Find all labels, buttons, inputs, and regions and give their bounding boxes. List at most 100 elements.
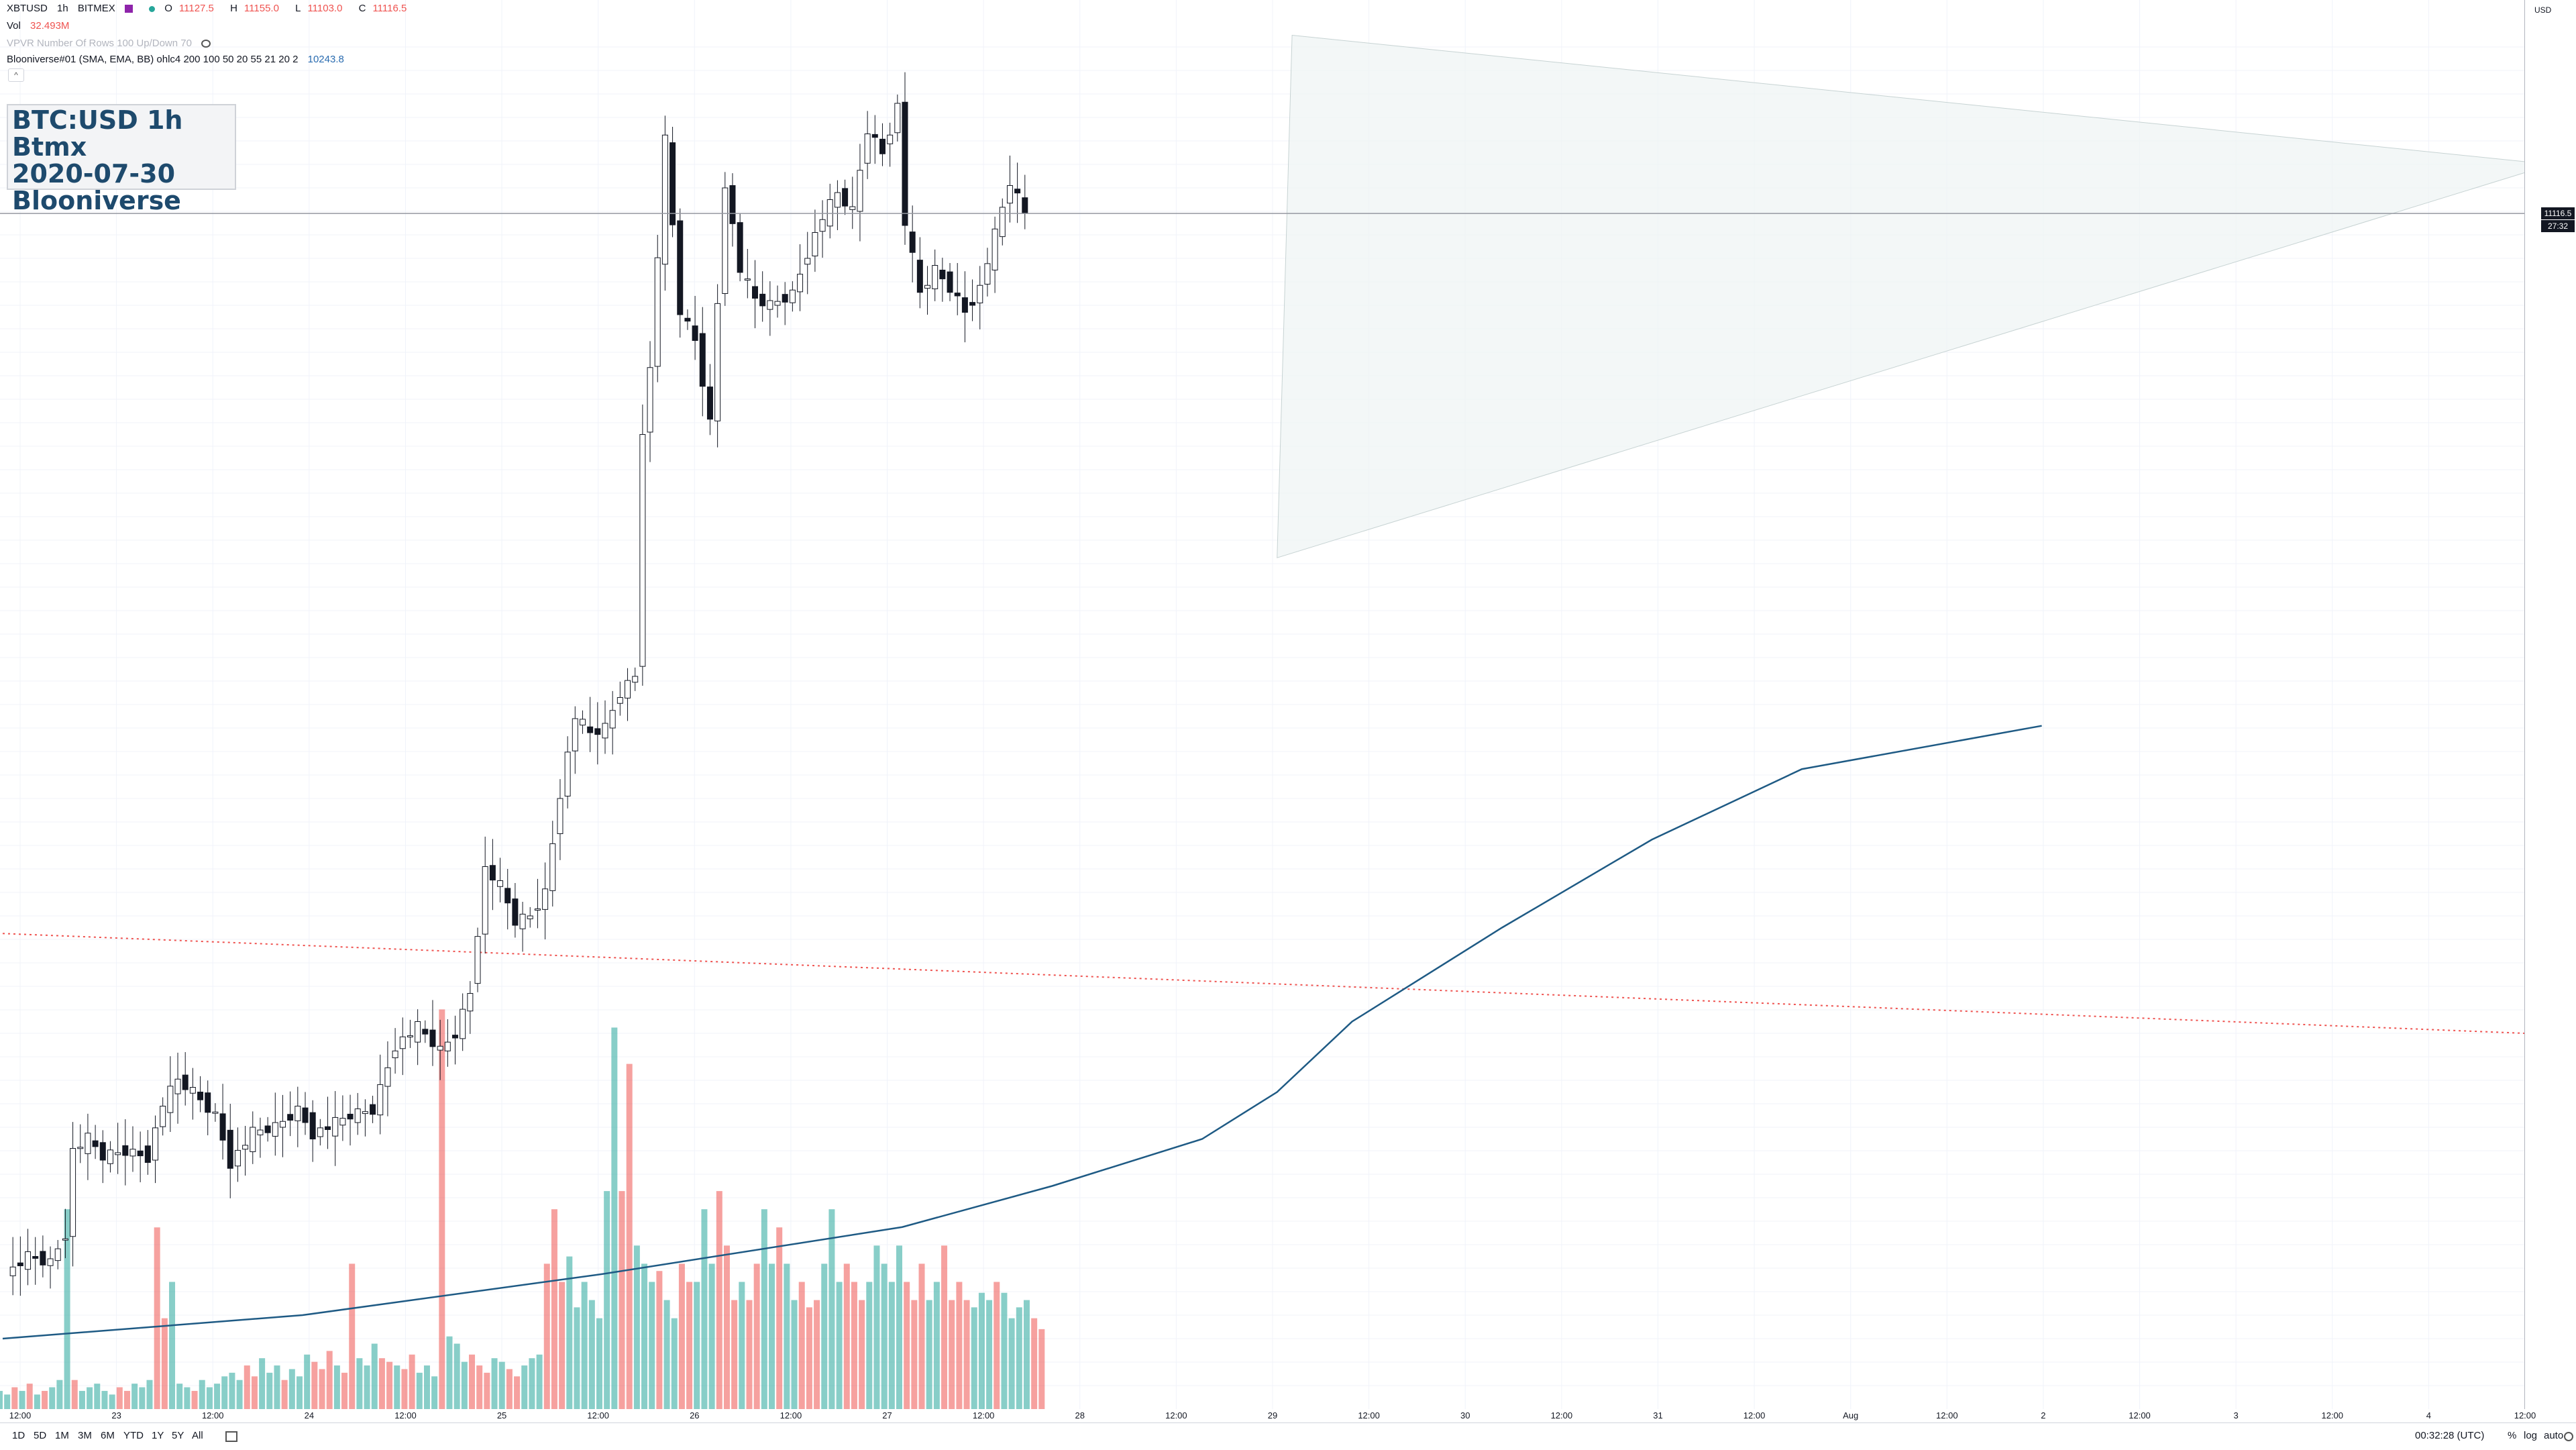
auto-toggle[interactable]: auto [2544,1430,2564,1441]
settings-gear-icon[interactable] [2564,1432,2573,1441]
collapse-legend-button[interactable]: ^ [8,68,24,82]
range-1d-button[interactable]: 1D [12,1430,25,1441]
symbol-name[interactable]: XBTUSD [7,3,48,14]
percent-toggle[interactable]: % [2508,1430,2517,1441]
volume-bar [42,1390,48,1409]
volume-bar [319,1369,325,1409]
candle-body [332,1117,339,1137]
volume-bar [453,1343,460,1409]
volume-bar [288,1369,295,1409]
range-6m-button[interactable]: 6M [101,1430,115,1441]
candle-body [939,270,946,280]
range-5d-button[interactable]: 5D [34,1430,47,1441]
candle-body [242,1145,249,1150]
dotted-trend-line [2,933,2526,1034]
candle-body [85,1133,91,1154]
volume-bar [641,1263,648,1409]
volume-bar [4,1394,11,1409]
range-all-button[interactable]: All [192,1430,203,1441]
time-tick-label: 12:00 [1358,1410,1380,1420]
volume-bar [933,1282,940,1409]
volume-bar [941,1245,948,1409]
volume-bar [888,1282,895,1409]
volume-bar [559,1282,566,1409]
volume-bar [214,1384,221,1409]
candle-body [137,1150,144,1157]
range-3m-button[interactable]: 3M [78,1430,92,1441]
candle-body [632,676,639,683]
time-tick-label: 12:00 [1936,1410,1958,1420]
bottom-toolbar: 1D 5D 1M 3M 6M YTD 1Y 5Y All 00:32:28 (U… [0,1422,2576,1450]
time-tick-label: 4 [2426,1410,2431,1420]
utc-clock[interactable]: 00:32:28 (UTC) [2415,1430,2485,1441]
time-tick-label: 12:00 [394,1410,417,1420]
candle-body [429,1029,436,1047]
volume-bar [918,1263,925,1409]
volume-bar [169,1282,176,1409]
volume-bar [154,1227,160,1409]
volume-bar [446,1336,453,1409]
candle-body [1014,189,1021,194]
volume-bar [611,1027,618,1409]
range-1m-button[interactable]: 1M [55,1430,69,1441]
range-ytd-button[interactable]: YTD [123,1430,144,1441]
candle-body [759,293,766,307]
candle-body [587,726,594,733]
volume-bar [581,1282,588,1409]
candle-body [279,1121,286,1128]
eye-icon[interactable] [201,40,211,48]
candle-body [714,303,721,421]
volume-bar [326,1351,333,1409]
volume-bar [469,1354,476,1409]
candle-body [9,1266,16,1276]
log-toggle[interactable]: log [2524,1430,2538,1441]
volume-bar [19,1390,25,1409]
volume-bar [949,1300,955,1409]
volume-bar [806,1307,812,1409]
time-tick-label: 24 [305,1410,314,1420]
volume-bar [963,1300,970,1409]
ohlc-low: L 11103.0 [295,3,343,14]
volume-bar [199,1380,205,1409]
range-5y-button[interactable]: 5Y [172,1430,184,1441]
range-1y-button[interactable]: 1Y [152,1430,164,1441]
candle-body [909,231,916,253]
candle-body [767,300,773,310]
volume-bar [221,1376,228,1409]
candle-body [474,936,481,984]
candle-body [797,274,804,293]
calendar-icon[interactable] [225,1431,237,1442]
candle-body [70,1148,76,1237]
volume-bar [716,1191,722,1409]
candle-body [422,1029,429,1035]
candle-body [857,170,863,212]
volume-bar [1031,1318,1038,1409]
indicator-legend[interactable]: Blooniverse#01 (SMA, EMA, BB) ohlc4 200 … [7,54,351,65]
volume-bar [904,1282,910,1409]
volume-legend[interactable]: Vol 32.493M [7,20,76,32]
candle-body [512,898,519,926]
volume-bar [619,1191,625,1409]
candle-body [160,1106,166,1127]
time-tick-label: 12:00 [1165,1410,1187,1420]
volume-bar [274,1365,280,1409]
interval-label[interactable]: 1h [57,3,68,14]
candle-body [415,1021,421,1043]
candle-body [579,719,586,726]
vpvr-legend[interactable]: VPVR Number Of Rows 100 Up/Down 70 [7,38,217,49]
indicator-name: Blooniverse#01 (SMA, EMA, BB) ohlc4 200 … [7,54,299,65]
ohlc-high: H 11155.0 [230,3,279,14]
price-axis[interactable]: USD [2524,0,2576,1409]
candle-body [62,1238,68,1241]
volume-bar [78,1390,85,1409]
volume-bar [798,1282,805,1409]
volume-bar [146,1380,153,1409]
candle-body [122,1145,129,1156]
candle-body [377,1084,384,1116]
time-tick-label: 31 [1653,1410,1662,1420]
candle-body [205,1092,211,1113]
candle-body [272,1122,278,1137]
volume-bar [34,1394,40,1409]
volume-bar [739,1282,745,1409]
